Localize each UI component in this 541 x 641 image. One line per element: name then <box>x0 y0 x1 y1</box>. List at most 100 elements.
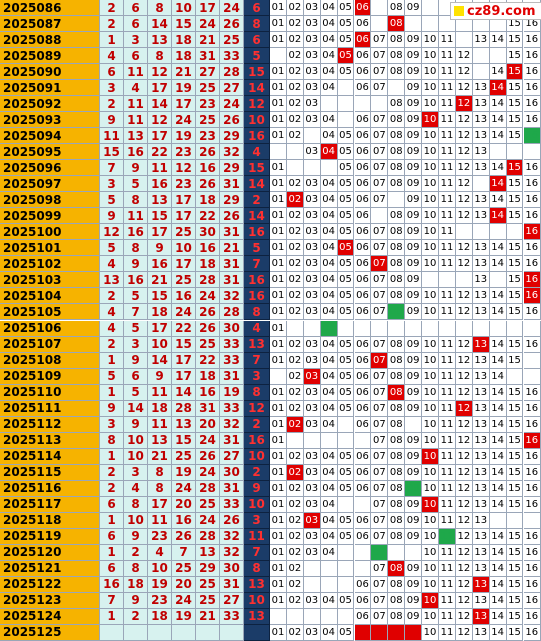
blue-ball-value: 10 <box>244 448 270 465</box>
red-ball-value: 12 <box>148 64 172 81</box>
trend-hit-cell: 13 <box>472 608 490 625</box>
trend-cell: 06 <box>354 48 372 65</box>
red-ball-value: 29 <box>220 192 244 209</box>
trend-cell: 12 <box>455 464 473 481</box>
red-ball-value: 16 <box>100 576 124 593</box>
red-ball-value: 15 <box>100 144 124 161</box>
red-ball-value: 16 <box>124 224 148 241</box>
trend-cell: 10 <box>422 608 439 625</box>
trend-cell: 01 <box>270 432 287 449</box>
red-ball-value: 17 <box>148 128 172 145</box>
trend-cell: 03 <box>303 240 321 257</box>
trend-cell: 08 <box>388 400 406 417</box>
issue-number: 2025118 <box>0 512 100 529</box>
trend-cell <box>489 16 507 33</box>
trend-cell: 07 <box>371 512 389 529</box>
issue-number: 2025122 <box>0 576 100 593</box>
red-ball-value: 17 <box>172 96 196 113</box>
trend-cell: 16 <box>523 592 541 609</box>
trend-cell: 04 <box>320 240 338 257</box>
trend-cell: 09 <box>405 336 423 353</box>
red-ball-value: 20 <box>196 416 220 433</box>
trend-cell: 02 <box>286 48 304 65</box>
trend-cell: 10 <box>422 560 439 577</box>
trend-cell: 13 <box>472 400 490 417</box>
trend-cell: 06 <box>354 336 372 353</box>
trend-cell: 03 <box>303 480 321 497</box>
red-ball-value: 11 <box>148 416 172 433</box>
red-ball-value: 33 <box>220 608 244 625</box>
trend-cell <box>472 64 490 81</box>
red-ball-value: 31 <box>220 576 244 593</box>
trend-cell: 06 <box>354 144 372 161</box>
trend-cell: 08 <box>388 128 406 145</box>
trend-cell: 05 <box>337 16 355 33</box>
issue-number: 2025097 <box>0 176 100 193</box>
trend-cell: 08 <box>388 464 406 481</box>
trend-cell: 04 <box>320 448 338 465</box>
red-ball-value: 26 <box>220 512 244 529</box>
trend-hit-cell: 07 <box>371 256 389 273</box>
red-ball-value: 8 <box>148 0 172 17</box>
trend-cell: 01 <box>270 272 287 289</box>
trend-cell: 11 <box>439 128 456 145</box>
red-ball-value: 18 <box>124 576 148 593</box>
trend-cell <box>286 320 304 337</box>
trend-marker-cell: 04 <box>320 320 338 337</box>
trend-cell <box>337 560 355 577</box>
trend-cell: 13 <box>472 256 490 273</box>
trend-cell <box>472 16 490 33</box>
red-ball-value: 17 <box>172 192 196 209</box>
red-ball-value: 29 <box>220 160 244 177</box>
trend-cell: 01 <box>270 224 287 241</box>
trend-cell: 01 <box>270 112 287 129</box>
trend-cell <box>270 608 287 625</box>
blue-ball-value: 13 <box>244 336 270 353</box>
trend-cell: 07 <box>371 128 389 145</box>
red-ball-value: 33 <box>220 48 244 65</box>
trend-cell: 03 <box>303 16 321 33</box>
trend-cell: 12 <box>455 544 473 561</box>
trend-cell: 06 <box>354 384 372 401</box>
trend-cell: 11 <box>439 496 456 513</box>
red-ball-value: 24 <box>196 464 220 481</box>
trend-cell: 16 <box>523 240 541 257</box>
trend-cell <box>286 144 304 161</box>
red-ball-value: 16 <box>196 384 220 401</box>
trend-cell: 15 <box>506 464 524 481</box>
trend-cell: 12 <box>455 560 473 577</box>
trend-cell: 10 <box>422 208 439 225</box>
red-ball-value: 17 <box>196 0 220 17</box>
trend-cell <box>303 560 321 577</box>
trend-hit-cell: 03 <box>303 512 321 529</box>
trend-cell: 08 <box>388 592 406 609</box>
trend-hit-cell: 05 <box>337 48 355 65</box>
trend-cell: 13 <box>472 432 490 449</box>
trend-cell <box>303 608 321 625</box>
trend-hit-cell: 15 <box>506 160 524 177</box>
trend-cell: 10 <box>422 288 439 305</box>
trend-cell: 06 <box>354 256 372 273</box>
trend-cell <box>337 112 355 129</box>
trend-cell: 09 <box>405 576 423 593</box>
trend-cell: 16 <box>523 48 541 65</box>
blue-ball-value: 8 <box>244 384 270 401</box>
trend-cell <box>354 560 372 577</box>
trend-cell: 05 <box>337 400 355 417</box>
trend-cell: 09 <box>405 384 423 401</box>
trend-cell: 09 <box>405 240 423 257</box>
trend-cell: 10 <box>422 544 439 561</box>
trend-cell: 08 <box>388 112 406 129</box>
issue-number: 2025124 <box>0 608 100 625</box>
trend-cell: 07 <box>371 368 389 385</box>
trend-cell: 04 <box>320 80 338 97</box>
red-ball-value: 5 <box>124 176 148 193</box>
trend-cell: 09 <box>405 592 423 609</box>
trend-cell: 10 <box>422 48 439 65</box>
blue-ball-value: 4 <box>244 144 270 161</box>
trend-hit-cell: 14 <box>489 80 507 97</box>
trend-cell: 13 <box>472 192 490 209</box>
trend-cell <box>371 320 389 337</box>
trend-cell: 14 <box>489 288 507 305</box>
